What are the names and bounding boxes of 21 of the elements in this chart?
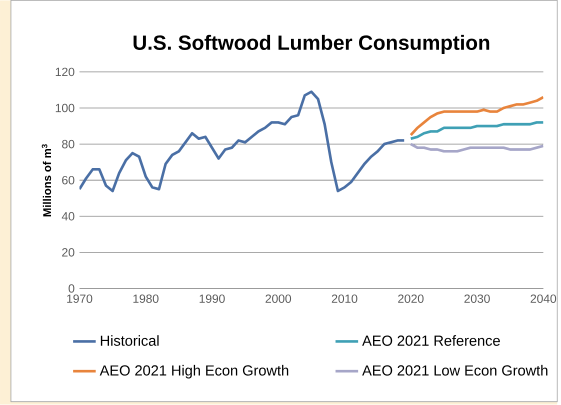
x-tick-label: 2040 (530, 294, 556, 304)
y-axis-title: Millions of m$^{3}$ (42, 144, 52, 217)
x-tick-label: 2000 (266, 294, 292, 304)
y-tick-label: 0 (68, 284, 74, 293)
y-tick-label: 60 (62, 176, 74, 185)
x-tick-label: 2030 (464, 294, 490, 304)
legend-label: AEO 2021 High Econ Growth (100, 365, 288, 379)
legend-label: Historical (100, 335, 159, 346)
y-tick-label: 20 (62, 248, 74, 257)
x-tick-label: 2020 (398, 294, 424, 304)
y-tick-label: 100 (56, 104, 74, 112)
x-tick-label: 2010 (332, 294, 358, 304)
x-tick-label: 1990 (200, 294, 225, 304)
y-tick-label: 40 (62, 212, 74, 221)
y-tick-label: 120 (56, 68, 74, 76)
x-tick-label: 1970 (67, 294, 92, 304)
legend-label: AEO 2021 Reference (362, 335, 500, 346)
chart-title: U.S. Softwood Lumber Consumption (134, 35, 490, 54)
x-tick-label: 1980 (133, 294, 159, 304)
y-tick-label: 80 (62, 140, 74, 148)
legend-label: AEO 2021 Low Econ Growth (362, 365, 548, 376)
